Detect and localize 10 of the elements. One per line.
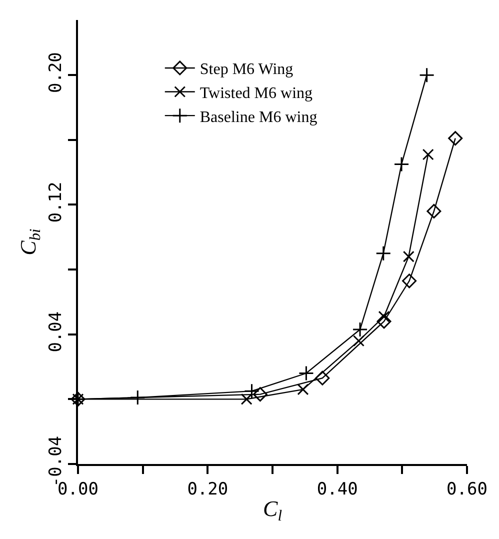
x-tick-label: 0.60 (446, 479, 488, 500)
x-axis-title: C$_{l}$ (263, 496, 282, 524)
y-tick-label: 0.20 (46, 52, 66, 94)
x-tick-label: 0.20 (187, 479, 228, 500)
legend-label: Baseline M6 wing (200, 108, 318, 126)
legend-label: Twisted M6 wing (200, 85, 313, 102)
x-tick-label: 0.40 (316, 479, 358, 500)
legend-label: Step M6 Wing (200, 61, 294, 78)
y-tick-label: 0.12 (46, 182, 66, 223)
y-tick-label: 0.04 (46, 311, 66, 352)
